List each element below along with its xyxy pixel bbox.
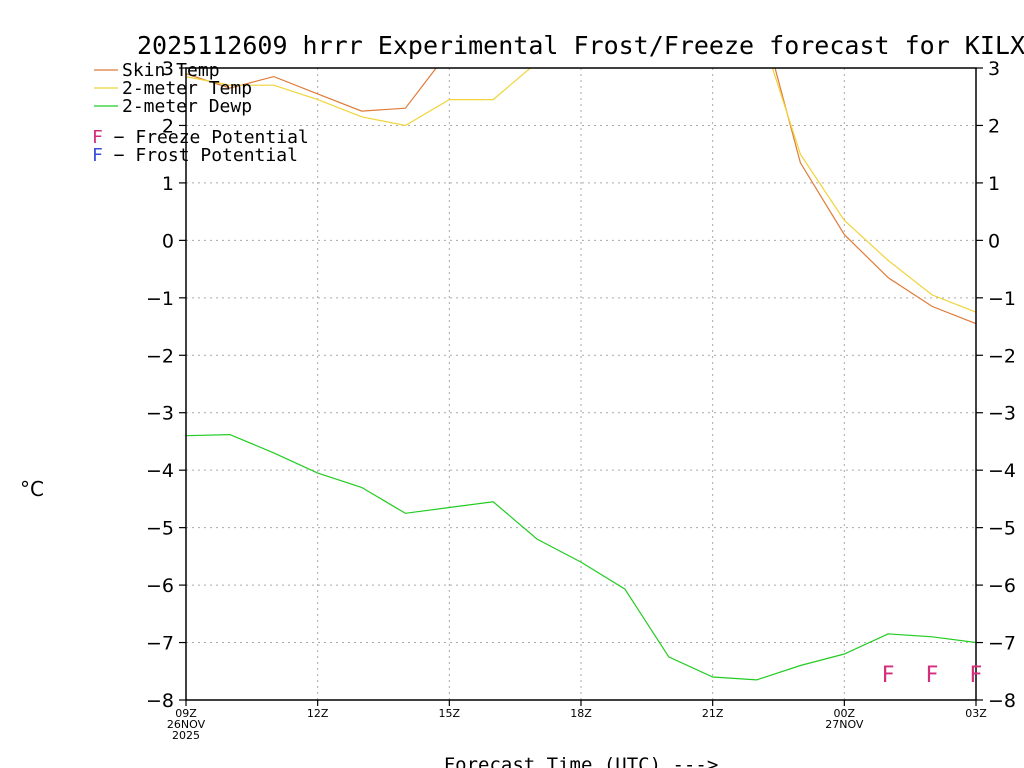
plot-frame (185, 67, 977, 701)
x-tick-label: 03Z (965, 707, 987, 720)
y-tick-label: 3 (162, 58, 174, 80)
y-axis-left: −8 −7 −6 −5 −4 −3 −2 −1 0 1 2 3 (146, 58, 186, 712)
freeze-flag: F (882, 663, 895, 688)
x-tick-label: 00Z (834, 707, 856, 720)
y-tick-label-right: 1 (988, 173, 1000, 195)
x-tick-label: 18Z (570, 707, 592, 720)
y-tick-label: −8 (146, 690, 174, 712)
legend-label: Skin Temp (122, 60, 220, 81)
potential-legend-symbol: F (92, 145, 103, 166)
x-tick-label: 12Z (307, 707, 329, 720)
y-tick-label: −7 (146, 633, 174, 655)
y-tick-label-right: 2 (988, 115, 1000, 137)
y-tick-label-right: −7 (988, 633, 1016, 655)
y-tick-label-right: −1 (988, 288, 1016, 310)
y-tick-label-right: −5 (988, 518, 1016, 540)
legend-label: 2-meter Temp (122, 78, 252, 99)
x-axis-label: Forecast Time (UTC) ---> (444, 754, 719, 768)
freeze-flag: F (970, 663, 983, 688)
x-tick-label: 21Z (702, 707, 724, 720)
y-tick-label-right: 3 (988, 58, 1000, 80)
grid (186, 68, 976, 700)
y-tick-label-right: −4 (988, 460, 1016, 482)
series-group (186, 68, 976, 681)
y-tick-label: −3 (146, 403, 174, 425)
potential-legend-symbol: F (92, 127, 103, 148)
x-tick-label: 09Z (175, 707, 197, 720)
y-axis-label: °C (20, 477, 44, 501)
y-tick-label-right: −2 (988, 345, 1016, 367)
y-tick-label: 1 (162, 173, 174, 195)
y-tick-label-right: 0 (988, 230, 1000, 252)
y-tick-label: 2 (162, 115, 174, 137)
y-tick-label: −6 (146, 575, 174, 597)
freeze-flag: F (926, 663, 939, 688)
x-tick-label: 26NOV (167, 718, 206, 731)
y-axis-right: −8 −7 −6 −5 −4 −3 −2 −1 0 1 2 3 (976, 58, 1016, 712)
series-line-2-meter-dewp (186, 433, 976, 681)
y-tick-label-right: −6 (988, 575, 1016, 597)
chart-title: 2025112609 hrrr Experimental Frost/Freez… (137, 31, 1024, 60)
y-tick-label: −1 (146, 288, 174, 310)
potential-legend-text: − Frost Potential (103, 145, 298, 166)
potential-legend-text: − Freeze Potential (103, 127, 309, 148)
legend-label: 2-meter Dewp (122, 96, 252, 117)
potential-legend-entry: F − Freeze Potential (92, 127, 309, 148)
y-tick-label: −5 (146, 518, 174, 540)
x-tick-label: 15Z (439, 707, 461, 720)
y-tick-label: 0 (162, 230, 174, 252)
x-tick-label: 2025 (172, 729, 200, 742)
series-line-skin-temp (186, 68, 976, 325)
potential-legend-entry: F − Frost Potential (92, 145, 298, 166)
y-tick-label: −4 (146, 460, 174, 482)
series-line-2-meter-temp (186, 68, 976, 313)
x-tick-label: 27NOV (825, 718, 864, 731)
y-tick-label-right: −8 (988, 690, 1016, 712)
y-tick-label-right: −3 (988, 403, 1016, 425)
y-tick-label: −2 (146, 345, 174, 367)
